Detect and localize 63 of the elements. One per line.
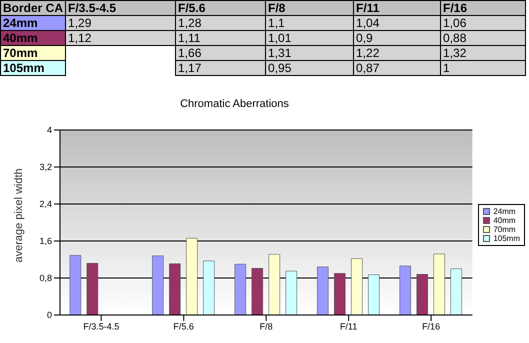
chart-title: Chromatic Aberrations [179,98,290,110]
category-label: F/8 [268,1,286,15]
data-label: 1,66 [176,46,266,60]
legend-label: 40mm [493,216,516,224]
category-label: F/16 [443,1,468,15]
bar [334,273,346,315]
bar [286,270,298,315]
y-tick-label: 1,6 [39,236,52,246]
y-tick-label: 3,2 [39,162,52,172]
data-label: 1,12 [66,30,176,46]
bar [450,268,462,315]
x-tick-label: F/5.6 [173,321,194,332]
bar [186,238,198,315]
y-axis-title: average pixel width [12,168,25,262]
x-tick-label: F/8 [260,321,273,332]
category-label: F/5.6 [178,1,206,15]
bar [399,266,411,315]
text: 24mm [3,16,38,30]
text: Border CA [0,0,66,16]
data-label: 1,29 [66,16,176,30]
bar [252,268,264,315]
x-tick-label: F/3.5-4.5 [83,321,120,332]
y-tick-label: 0,8 [39,273,52,284]
data-label: 1,01 [266,30,354,46]
text: 105mm [3,61,44,75]
bar [351,258,363,315]
bar [152,256,164,315]
x-tick-label: F/11 [340,321,358,332]
bar [317,266,329,315]
data-label: 1,17 [176,60,266,76]
data-label: 0,88 [440,30,526,46]
text: 70mm [3,46,38,60]
data-label: 0,95 [266,60,354,76]
data-label: 1 [440,60,526,76]
y-tick-label: 2,4 [39,199,52,210]
data-label: 0,87 [354,60,441,76]
bar [368,274,380,315]
legend-label: 24mm [493,206,516,216]
x-tick-label: F/16 [422,321,440,332]
y-tick-label: 0 [46,310,52,320]
legend-label: 70mm [493,224,516,234]
data-label: 1,06 [440,16,526,30]
data-label: 1,04 [354,16,441,30]
bar [433,254,445,315]
data-label: 1,32 [440,46,526,60]
bar [203,260,215,315]
bar [169,263,181,315]
data-label: 1,28 [176,16,266,30]
category-label: F/3.5-4.5 [68,1,116,15]
data-label: 1,22 [354,46,441,60]
y-tick-label: 4 [46,125,52,136]
bar [234,264,246,315]
bar [86,262,98,315]
bar [268,254,280,315]
data-label: 1,11 [176,30,266,46]
data-label: 1,1 [266,16,354,30]
category-label: F/11 [356,1,380,15]
bar [70,255,82,315]
data-label: 0,9 [354,30,441,46]
bar [416,274,428,315]
legend-label: 105mm [493,234,520,242]
text: 40mm [3,31,38,45]
data-label: 1,31 [266,46,354,60]
